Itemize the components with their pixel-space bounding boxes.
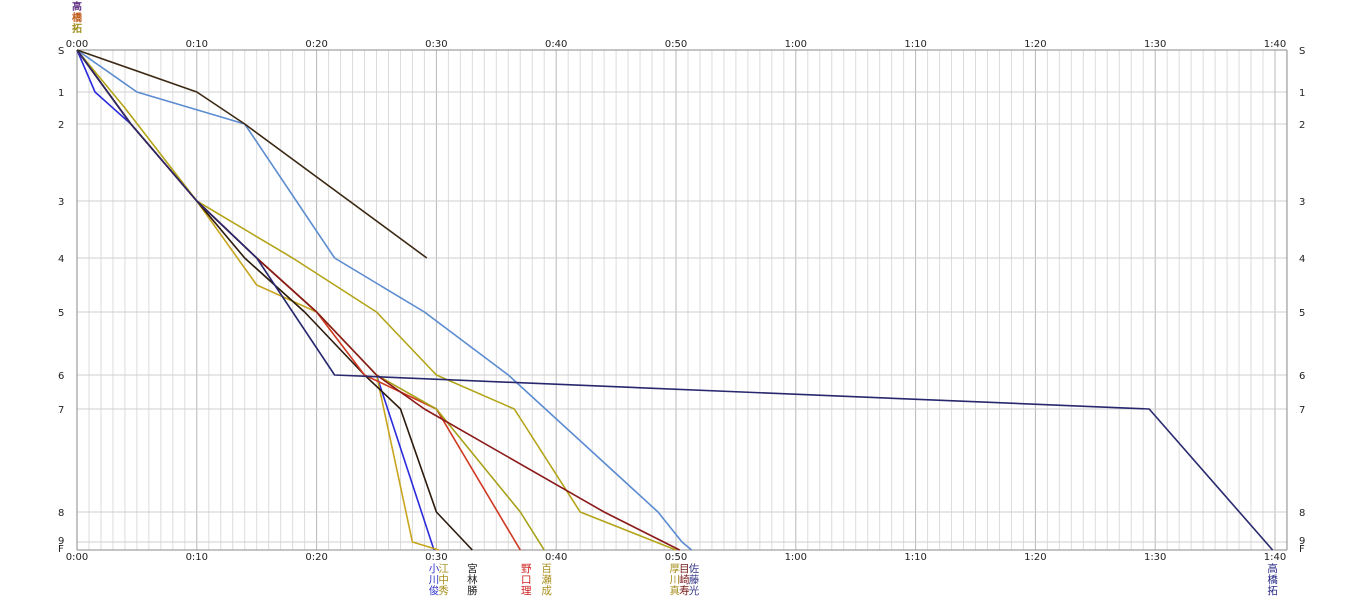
y-tick-label-right: 6	[1299, 371, 1305, 382]
runner-label-char: 高	[1267, 562, 1278, 575]
runner-label-char: 俊	[429, 584, 440, 597]
series-line	[76, 49, 428, 259]
y-tick-label-left: 7	[58, 405, 64, 416]
runner-label-char: 勝	[467, 584, 478, 597]
runner-label: 厚川真	[670, 563, 681, 597]
start-label-char: 橋	[72, 11, 83, 24]
runner-label-char: 口	[521, 574, 532, 586]
y-tick-label-left: 9	[58, 536, 64, 547]
y-tick-label-right: 3	[1299, 197, 1305, 208]
x-tick-label-bottom: 0:50	[665, 552, 687, 563]
y-tick-label-right: 9	[1299, 536, 1305, 547]
x-tick-label-bottom: 1:30	[1144, 552, 1166, 563]
x-tick-label-bottom: 1:20	[1024, 552, 1046, 563]
runner-label-char: 小	[429, 563, 440, 575]
runner-label: 野口理	[521, 563, 532, 597]
y-tick-label-left: 8	[58, 508, 64, 519]
runner-label-char: 光	[689, 584, 700, 597]
y-tick-label-right: F	[1299, 544, 1305, 555]
runner-label-char: 理	[521, 585, 532, 597]
series-lines	[76, 49, 1274, 551]
runner-label-char: 崎	[679, 573, 690, 586]
x-tick-label-bottom: 1:00	[785, 552, 807, 563]
series-line	[76, 49, 680, 551]
runner-label-char: 秀	[438, 585, 449, 597]
runner-label-char: 野	[521, 563, 532, 575]
runner-label-char: 百	[541, 563, 552, 575]
x-tick-label-bottom: 0:00	[66, 552, 88, 563]
runner-label: 宮林勝	[467, 562, 478, 597]
x-tick-label-top: 0:50	[665, 39, 687, 50]
y-tick-label-right: 4	[1299, 254, 1305, 265]
x-tick-label-top: 0:10	[186, 39, 208, 50]
runner-label-char: 川	[429, 574, 440, 586]
runner-label-char: 藤	[689, 574, 700, 586]
series-line	[76, 49, 677, 551]
runner-label-char: 林	[467, 573, 478, 586]
y-tick-label-left: 6	[58, 371, 64, 382]
runner-label-char: 成	[541, 585, 552, 597]
series-line	[76, 49, 693, 551]
series-line	[76, 49, 1274, 551]
x-tick-label-top: 0:20	[305, 39, 327, 50]
runner-label: 小川俊	[429, 563, 440, 597]
start-label-char: 拓	[72, 22, 82, 35]
x-tick-label-bottom: 1:40	[1264, 552, 1286, 563]
runner-label-char: 川	[670, 574, 681, 586]
runner-label-char: 江	[438, 563, 449, 575]
x-tick-label-top: 1:20	[1024, 39, 1046, 50]
y-tick-label-left: 1	[58, 88, 64, 99]
grid	[76, 49, 1288, 551]
series-line	[76, 49, 473, 551]
series-line	[76, 49, 545, 551]
y-tick-label-right: 5	[1299, 308, 1305, 319]
start-label: 高橋拓	[72, 0, 83, 35]
start-label-char: 高	[72, 0, 82, 13]
x-tick-label-bottom: 0:10	[186, 552, 208, 563]
x-tick-label-bottom: 1:10	[904, 552, 926, 563]
runner-label: 高橋拓	[1267, 562, 1278, 597]
y-tick-label-left: 5	[58, 308, 64, 319]
runner-label-char: 目	[679, 563, 690, 575]
runner-label-char: 宮	[467, 562, 478, 575]
y-tick-label-left: S	[58, 46, 64, 57]
axes: 0:00 0:00 0:10 0:10 0:20 0:20 0:30 0:30 0:40 0:40…	[58, 39, 1305, 563]
y-tick-label-right: 7	[1299, 405, 1305, 416]
runner-label: 江中秀	[438, 563, 449, 597]
y-tick-label-right: 2	[1299, 120, 1305, 131]
y-tick-label-left: 3	[58, 197, 64, 208]
y-tick-label-left: 2	[58, 120, 64, 131]
x-tick-label-top: 0:40	[545, 39, 567, 50]
x-tick-label-top: 1:00	[785, 39, 807, 50]
runner-label: 佐藤光	[689, 562, 700, 597]
runner-label-char: 真	[670, 584, 681, 597]
runner-label-char: 拓	[1267, 585, 1278, 597]
runner-label-char: 橋	[1267, 573, 1278, 586]
x-tick-label-top: 0:00	[66, 39, 88, 50]
runner-label: 百瀬成	[541, 563, 552, 597]
runner-label-char: 佐	[689, 562, 700, 575]
runner-label-char: 厚	[670, 563, 681, 575]
y-tick-label-left: 4	[58, 254, 64, 265]
runner-label: 目崎寿	[679, 563, 690, 597]
y-tick-label-right: 1	[1299, 88, 1305, 99]
series-line	[76, 49, 435, 551]
x-tick-label-top: 1:30	[1144, 39, 1166, 50]
y-tick-label-right: S	[1299, 46, 1305, 57]
x-tick-label-bottom: 0:20	[305, 552, 327, 563]
x-tick-label-bottom: 0:40	[545, 552, 567, 563]
runner-label-char: 寿	[679, 584, 690, 597]
x-tick-label-bottom: 0:30	[425, 552, 447, 563]
y-tick-label-right: 8	[1299, 508, 1305, 519]
x-tick-label-top: 1:10	[904, 39, 926, 50]
y-tick-label-left: F	[58, 544, 64, 555]
series-line	[76, 49, 521, 551]
x-tick-label-top: 1:40	[1264, 39, 1286, 50]
runner-label-char: 中	[438, 573, 449, 586]
x-tick-label-top: 0:30	[425, 39, 447, 50]
runner-label-char: 瀬	[541, 573, 552, 586]
